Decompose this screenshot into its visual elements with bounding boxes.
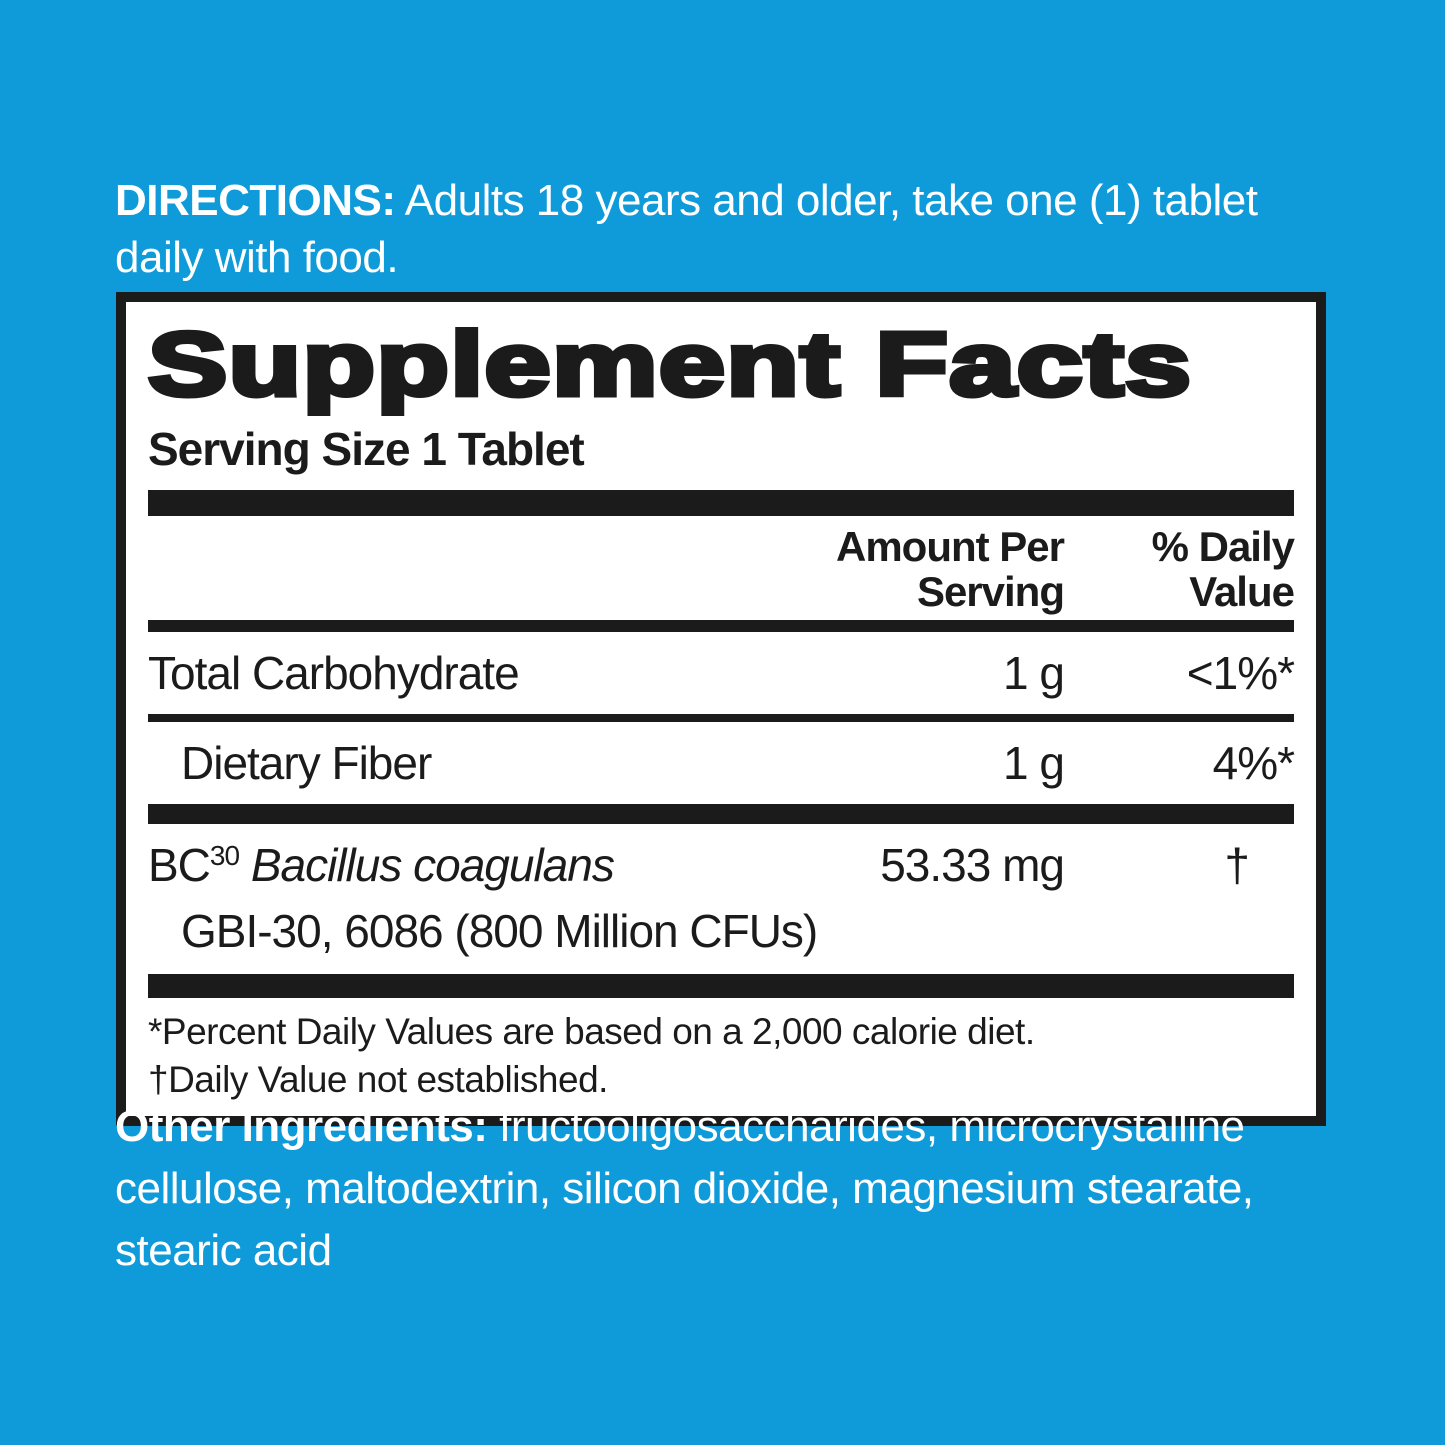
row-dietary-fiber: Dietary Fiber 1 g 4%* <box>148 722 1295 804</box>
dv-header-line-1: % Daily <box>1151 523 1295 570</box>
column-headers: Amount Per Serving % Daily Value <box>148 523 1295 615</box>
footnote-dagger: †Daily Value not established. <box>148 1059 608 1100</box>
probiotic-name: BC30 Bacillus coagulans <box>148 838 814 892</box>
row-total-carbohydrate: Total Carbohydrate 1 g <1%* <box>148 632 1295 714</box>
rule-bar-under-headers <box>148 620 1294 632</box>
nutrient-name: Total Carbohydrate <box>148 647 520 699</box>
row-probiotic: BC30 Bacillus coagulans 53.33 mg † <box>148 838 1294 892</box>
directions-text: DIRECTIONS: Adults 18 years and older, t… <box>115 172 1330 286</box>
probiotic-prefix: BC <box>148 839 211 891</box>
rule-bar-top <box>148 490 1294 516</box>
amount-header-line-2: Serving <box>916 568 1065 615</box>
nutrient-daily-value: 4%* <box>1212 737 1295 789</box>
other-ingredients-line-1-text: fructooligosaccharides, microcrystalline <box>499 1102 1245 1151</box>
amount-header-line-1: Amount Per <box>835 523 1065 570</box>
footnotes: *Percent Daily Values are based on a 2,0… <box>148 1008 1294 1104</box>
rule-bar-mid <box>148 804 1294 824</box>
nutrient-daily-value: <1%* <box>1186 647 1295 699</box>
nutrient-name: Dietary Fiber <box>181 737 432 789</box>
column-header-amount: Amount Per Serving <box>814 523 1065 615</box>
probiotic-amount: 53.33 mg <box>880 839 1065 891</box>
directions-line-1: DIRECTIONS: Adults 18 years and older, t… <box>115 172 1330 229</box>
column-header-spacer <box>148 524 814 614</box>
nutrient-amount: 1 g <box>1003 647 1065 699</box>
directions-label: DIRECTIONS: <box>115 176 396 225</box>
column-header-daily-value: % Daily Value <box>1064 523 1295 615</box>
other-ingredients-line-2: cellulose, maltodextrin, silicon dioxide… <box>115 1164 1254 1213</box>
supplement-facts-panel: Supplement Facts Serving Size 1 Tablet A… <box>116 292 1326 1126</box>
rule-bar-bottom <box>148 974 1294 998</box>
footnote-percent-dv: *Percent Daily Values are based on a 2,0… <box>148 1011 1035 1052</box>
directions-line-2: daily with food. <box>115 233 399 282</box>
other-ingredients-line-3: stearic acid <box>115 1226 332 1275</box>
other-ingredients-text: Other Ingredients: fructooligosaccharide… <box>115 1096 1395 1282</box>
probiotic-species: Bacillus coagulans <box>250 839 615 891</box>
other-ingredients-line-1: Other Ingredients: fructooligosaccharide… <box>115 1096 1395 1158</box>
nutrient-amount: 1 g <box>1003 737 1065 789</box>
probiotic-daily-value: † <box>1224 839 1250 891</box>
probiotic-strain-line: GBI-30, 6086 (800 Million CFUs) <box>181 905 818 957</box>
dv-header-line-2: Value <box>1189 568 1295 615</box>
rule-separator <box>148 714 1294 722</box>
facts-title: Supplement Facts <box>145 315 1195 415</box>
directions-line-1-text: Adults 18 years and older, take one (1) … <box>404 176 1258 225</box>
probiotic-superscript: 30 <box>209 840 240 871</box>
serving-size: Serving Size 1 Tablet <box>148 423 585 475</box>
other-ingredients-label: Other Ingredients: <box>115 1102 488 1151</box>
